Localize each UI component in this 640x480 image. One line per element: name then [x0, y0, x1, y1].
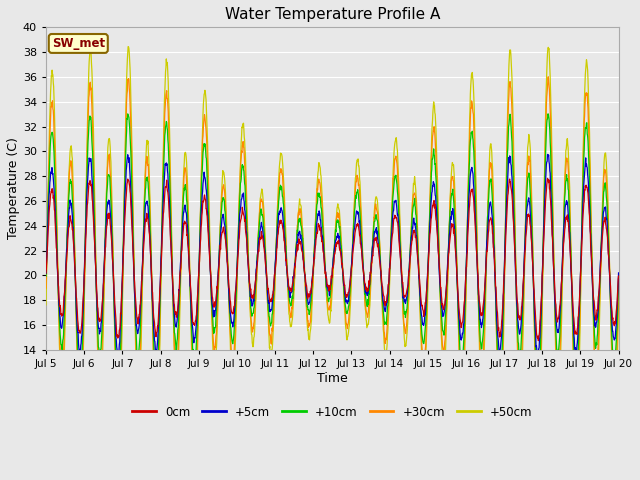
Y-axis label: Temperature (C): Temperature (C)	[7, 138, 20, 240]
Text: SW_met: SW_met	[52, 37, 105, 50]
Title: Water Temperature Profile A: Water Temperature Profile A	[225, 7, 440, 22]
X-axis label: Time: Time	[317, 372, 348, 384]
Legend: 0cm, +5cm, +10cm, +30cm, +50cm: 0cm, +5cm, +10cm, +30cm, +50cm	[127, 401, 537, 423]
